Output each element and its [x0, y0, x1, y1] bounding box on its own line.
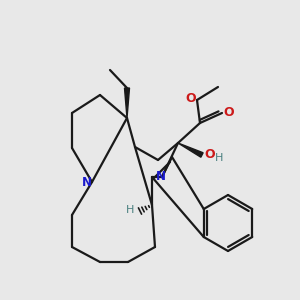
Polygon shape: [178, 143, 203, 157]
Text: N: N: [156, 169, 166, 182]
Text: O: O: [205, 148, 215, 160]
Text: O: O: [186, 92, 196, 106]
Polygon shape: [124, 88, 130, 118]
Text: O: O: [224, 106, 234, 118]
Text: H: H: [215, 153, 223, 163]
Text: H: H: [126, 205, 134, 215]
Text: N: N: [82, 176, 92, 188]
